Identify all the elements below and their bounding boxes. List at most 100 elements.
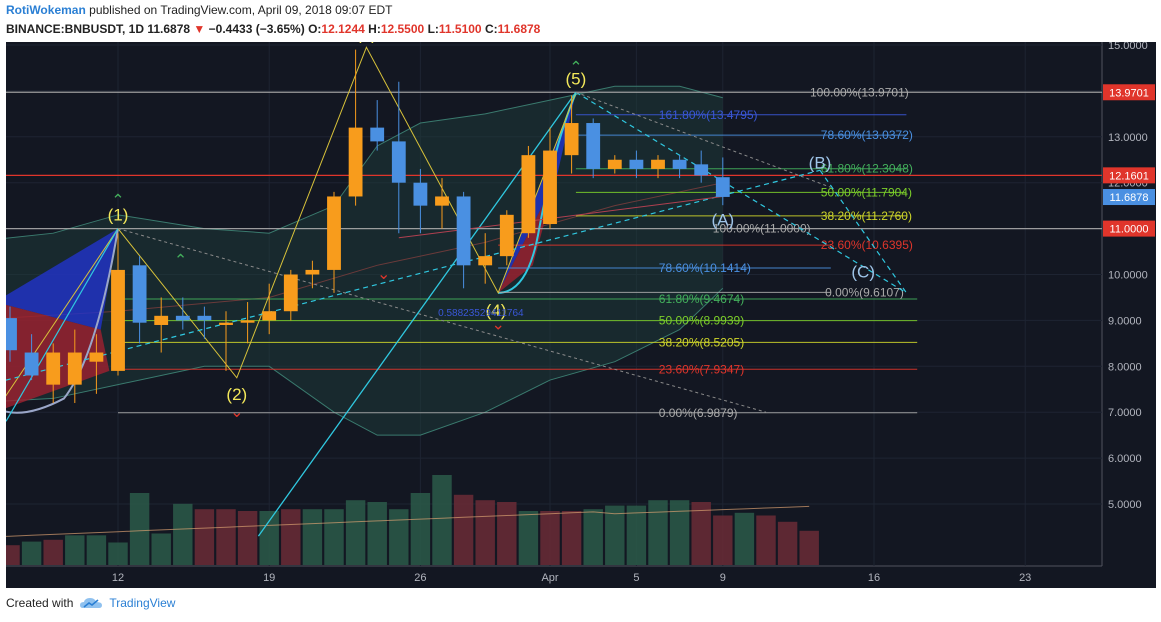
bollinger-lower <box>6 287 724 436</box>
volume-bar <box>259 511 279 565</box>
y-tick-label: 13.0000 <box>1108 132 1148 144</box>
pattern-wedge-blue <box>6 228 118 330</box>
candle-body <box>197 315 212 321</box>
volume-bar <box>410 493 431 565</box>
candle-body <box>586 123 601 169</box>
candle-body <box>219 322 233 325</box>
fib-level-label: 61.80%(9.4674) <box>659 292 744 306</box>
price-badge-label: 11.0000 <box>1110 224 1149 236</box>
y-tick-label: 5.0000 <box>1108 499 1142 511</box>
x-tick-label: 12 <box>112 572 124 584</box>
fib-level-label: 0.00%(9.6107) <box>825 285 904 299</box>
dotted-projection-line <box>117 228 767 413</box>
down-arrow-icon: ⌄ <box>377 266 390 283</box>
time-axis <box>6 566 1102 588</box>
price-badge-label: 11.6878 <box>1110 192 1149 204</box>
fib-level-label: 50.00%(11.7904) <box>821 185 912 199</box>
candle-body <box>262 311 277 321</box>
volume-bar <box>561 511 582 565</box>
high-label: H: <box>368 22 381 36</box>
volume-bar <box>626 505 647 565</box>
wave-label: (4) <box>486 301 507 320</box>
candle-body <box>478 256 493 266</box>
ma-line <box>398 195 723 239</box>
volume-bar <box>324 509 344 565</box>
fib-level-label: 50.00%(8.9939) <box>659 314 744 328</box>
candle-body <box>6 318 17 351</box>
volume-bar <box>194 509 215 565</box>
price-change: −0.4433 (−3.65%) <box>208 22 305 36</box>
volume-bar <box>108 542 128 565</box>
candle-body <box>67 352 82 385</box>
volume-bar <box>518 511 539 565</box>
candle-body <box>629 159 644 169</box>
publish-info: RotiWokeman published on TradingView.com… <box>6 3 392 17</box>
volume-bar <box>777 521 798 565</box>
candle-body <box>413 182 428 206</box>
candle-body <box>499 214 514 257</box>
price-chart[interactable]: 15.000014.000013.000012.000011.000010.00… <box>6 42 1156 588</box>
x-tick-label: 19 <box>263 572 275 584</box>
open-label: O: <box>308 22 322 36</box>
close-value: 11.6878 <box>497 22 541 36</box>
wave-label: (A) <box>711 210 734 229</box>
candle-body <box>283 274 298 312</box>
elliott-wave-line <box>6 46 577 397</box>
wave-label: (5) <box>566 69 587 88</box>
wave-label: (1) <box>108 206 129 225</box>
volume-bar <box>389 509 409 565</box>
x-tick-label: 5 <box>633 572 639 584</box>
candle-body <box>305 269 320 275</box>
volume-bar <box>453 494 474 565</box>
volume-bar <box>540 511 560 565</box>
wave-label: (3) <box>356 42 377 43</box>
volume-bar <box>216 509 236 565</box>
dashed-trend-line <box>575 91 907 294</box>
candle-body <box>240 320 255 323</box>
candle-body <box>543 150 557 225</box>
price-badge <box>1103 220 1155 237</box>
candle-body <box>607 159 622 169</box>
volume-bar <box>6 545 20 565</box>
candle-body <box>132 265 147 323</box>
fib-level-label: 78.60%(10.1414) <box>659 261 751 275</box>
trend-line <box>6 228 119 422</box>
tradingview-cloud-icon <box>80 598 103 608</box>
tradingview-link[interactable]: TradingView <box>109 596 176 610</box>
fib-level-label: 38.20%(8.5205) <box>659 335 744 349</box>
y-tick-label: 8.0000 <box>1108 361 1142 373</box>
up-arrow-icon: ⌃ <box>569 60 582 77</box>
author-name[interactable]: RotiWokeman <box>6 3 86 17</box>
candle-body <box>175 315 190 321</box>
volume-bar <box>799 530 819 565</box>
y-tick-label: 6.0000 <box>1108 453 1142 465</box>
low-label: L: <box>427 22 439 36</box>
volume-bar <box>583 509 603 565</box>
fib-level-label: 100.00%(11.0000) <box>713 222 811 236</box>
volume-bar <box>605 505 625 565</box>
price-badge-label: 13.9701 <box>1109 87 1149 99</box>
fib-level-label: 23.60%(10.6395) <box>821 238 913 252</box>
fib-level-label: 61.80%(12.3048) <box>821 162 913 176</box>
volume-bar <box>86 535 107 565</box>
price-badge <box>1103 84 1155 101</box>
candle-body <box>24 352 39 376</box>
wave-label: (2) <box>226 385 247 404</box>
volume-bar <box>302 509 323 565</box>
y-tick-label: 10.0000 <box>1108 270 1148 282</box>
wave-label: (B) <box>809 153 832 172</box>
wave-label: (C) <box>851 262 875 281</box>
volume-bar <box>129 493 150 565</box>
price-badge <box>1103 189 1155 206</box>
x-tick-label: 23 <box>1019 572 1031 584</box>
candle-body <box>46 352 61 385</box>
last-price: 11.6878 <box>147 22 191 36</box>
candle-body <box>370 127 385 142</box>
high-value: 12.5500 <box>380 22 425 36</box>
price-axis <box>1102 42 1156 588</box>
cup-curve-left <box>6 228 119 414</box>
x-tick-label: Apr <box>541 572 558 584</box>
candle-body <box>154 315 169 325</box>
fib-level-label: 161.80%(13.4795) <box>659 108 758 122</box>
volume-bar <box>237 511 258 565</box>
